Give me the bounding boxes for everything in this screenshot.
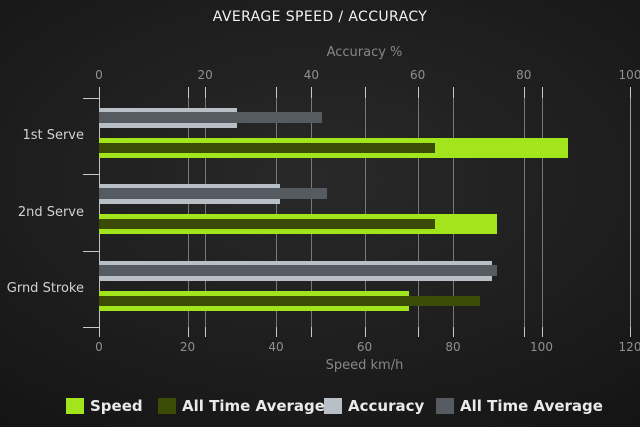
chart-title: AVERAGE SPEED / ACCURACY — [212, 9, 428, 25]
tick-label: 0 — [95, 68, 103, 82]
tick-mark — [187, 87, 189, 98]
gridline — [205, 98, 207, 327]
tick-mark — [99, 87, 100, 98]
tick-mark — [276, 87, 277, 98]
legend-item-all-time-average-speed: All Time Average — [158, 397, 325, 415]
tick-mark — [187, 327, 189, 337]
tick-mark — [364, 87, 366, 98]
legend-label: Speed — [90, 397, 143, 415]
tick-mark — [205, 327, 207, 337]
category-label: Grnd Stroke — [6, 280, 84, 296]
gridline — [523, 98, 525, 327]
bar-all-time-average — [99, 264, 498, 276]
tick-mark — [541, 87, 543, 98]
gridline — [311, 98, 313, 327]
tick-mark — [630, 327, 631, 337]
speed-swatch — [66, 398, 84, 414]
bar-all-time-average — [99, 112, 323, 123]
tick-mark — [453, 87, 454, 98]
tick-mark — [311, 87, 313, 98]
legend-label: All Time Average — [182, 397, 325, 415]
tick-label: 60 — [409, 68, 426, 82]
all-time-average-speed-swatch — [158, 398, 176, 414]
gridline — [630, 98, 631, 327]
tick-label: 120 — [618, 340, 640, 354]
category-label: 2nd Serve — [17, 204, 84, 220]
tick-label: 40 — [268, 340, 284, 354]
tick-mark — [311, 327, 313, 337]
gridline — [364, 98, 366, 327]
legend-item-accuracy: Accuracy — [324, 397, 424, 415]
tick-mark — [453, 327, 454, 337]
tick-label: 100 — [530, 340, 553, 354]
tick-mark — [276, 327, 277, 337]
tick-label: 40 — [303, 68, 320, 82]
gridline — [417, 98, 419, 327]
tick-mark — [523, 327, 525, 337]
bar-all-time-average — [99, 295, 480, 306]
gridline — [453, 98, 454, 327]
tick-mark — [83, 327, 100, 328]
tick-mark — [417, 87, 419, 98]
tick-mark — [99, 327, 100, 337]
legend-item-speed: Speed — [66, 397, 143, 415]
tick-mark — [83, 251, 100, 252]
legend-item-all-time-average-accuracy: All Time Average — [436, 397, 603, 415]
tick-label: 20 — [179, 340, 196, 354]
tick-mark — [205, 87, 207, 98]
chart-legend: Speed All Time Average Accuracy All Time… — [0, 397, 640, 417]
tick-mark — [83, 98, 100, 99]
tick-mark — [417, 327, 419, 337]
tick-label: 20 — [197, 68, 213, 82]
legend-label: Accuracy — [348, 397, 425, 415]
tick-label: 80 — [445, 340, 461, 354]
top-axis-label: Accuracy % — [326, 45, 403, 60]
tick-mark — [630, 87, 631, 98]
tick-mark — [364, 327, 366, 337]
legend-label: All Time Average — [460, 397, 603, 415]
gridline — [276, 98, 277, 327]
bar-all-time-average — [99, 188, 328, 200]
tick-label: 0 — [95, 340, 103, 354]
category-label: 1st Serve — [22, 128, 84, 144]
tick-label: 60 — [356, 340, 373, 354]
accuracy-swatch — [324, 398, 342, 414]
bar-all-time-average — [99, 219, 436, 230]
tick-label: 80 — [516, 68, 532, 82]
gridline — [99, 98, 100, 327]
all-time-average-accuracy-swatch — [436, 398, 454, 414]
tick-mark — [83, 174, 100, 175]
gridline — [541, 98, 543, 327]
bottom-axis-label: Speed km/h — [325, 358, 404, 373]
tick-mark — [541, 327, 543, 337]
bar-all-time-average — [99, 143, 436, 153]
gridline — [187, 98, 189, 327]
tick-label: 100 — [618, 68, 640, 82]
tick-mark — [523, 87, 525, 98]
plot-area — [99, 98, 631, 327]
